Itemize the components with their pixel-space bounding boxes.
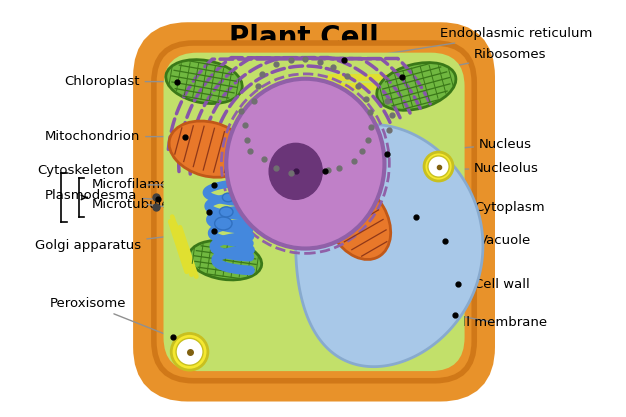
Ellipse shape (166, 60, 242, 103)
Ellipse shape (220, 207, 233, 217)
Ellipse shape (377, 63, 456, 110)
Ellipse shape (326, 183, 391, 259)
Text: Ribosomes: Ribosomes (404, 48, 546, 76)
Text: Nucleus: Nucleus (390, 138, 532, 154)
Text: Nucleolus: Nucleolus (327, 162, 539, 175)
Ellipse shape (226, 79, 384, 249)
Text: Golgi apparatus: Golgi apparatus (35, 231, 211, 252)
Text: Vacuole: Vacuole (448, 234, 531, 247)
Ellipse shape (176, 338, 203, 365)
Ellipse shape (215, 217, 232, 230)
FancyBboxPatch shape (144, 33, 484, 390)
Text: Cytoskeleton: Cytoskeleton (37, 164, 124, 177)
FancyBboxPatch shape (163, 53, 464, 371)
Ellipse shape (222, 193, 234, 202)
Text: Chloroplast: Chloroplast (64, 75, 174, 88)
Text: Plasmodesma: Plasmodesma (45, 189, 155, 202)
Ellipse shape (424, 152, 453, 181)
Ellipse shape (189, 240, 262, 280)
Text: Microtubules: Microtubules (92, 198, 178, 211)
Text: Plant Cell: Plant Cell (228, 24, 378, 52)
Ellipse shape (172, 334, 208, 370)
Ellipse shape (169, 121, 249, 177)
Text: Peroxisome: Peroxisome (49, 297, 170, 336)
Text: Cell membrane: Cell membrane (445, 316, 547, 329)
Ellipse shape (428, 156, 449, 177)
Text: Microfilaments: Microfilaments (92, 178, 190, 191)
Polygon shape (295, 125, 483, 367)
Ellipse shape (269, 143, 322, 199)
Text: Cytoplasm: Cytoplasm (419, 201, 545, 216)
Text: Cell wall: Cell wall (461, 278, 530, 291)
Text: Endoplasmic reticulum: Endoplasmic reticulum (347, 27, 593, 60)
FancyBboxPatch shape (154, 43, 475, 381)
Text: Mitochondrion: Mitochondrion (45, 130, 182, 143)
